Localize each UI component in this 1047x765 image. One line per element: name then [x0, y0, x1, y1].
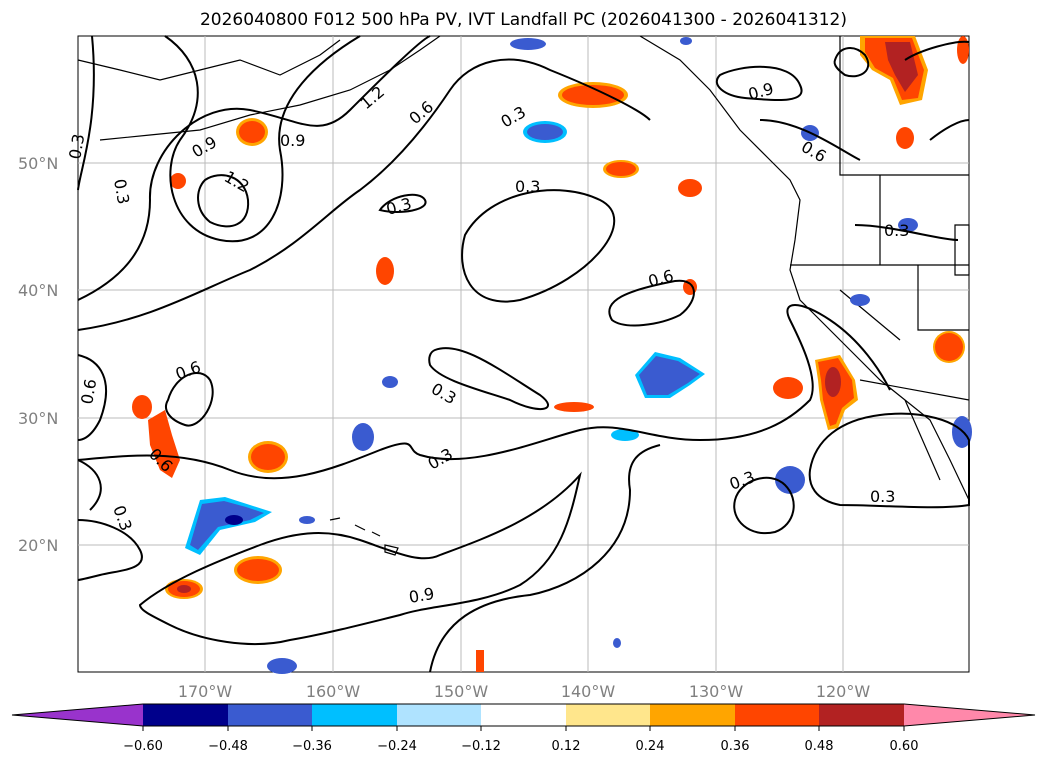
colorbar-segment [650, 704, 735, 726]
lon-tick-label: 120°W [816, 682, 871, 701]
colorbar-tick-label: −0.60 [123, 739, 163, 754]
colorbar-tick-label: 0.24 [636, 739, 665, 754]
colorbar-tick-label: 0.12 [552, 739, 581, 754]
contour-label: 0.9 [407, 584, 435, 607]
negative-anomaly [185, 37, 972, 674]
ivt-contours [77, 35, 970, 673]
colorbar-segment [228, 704, 312, 726]
contour-label: 0.3 [65, 132, 88, 160]
lon-tick-label: 150°W [434, 682, 489, 701]
colorbar-segment [735, 704, 819, 726]
colorbar-tick-label: −0.12 [461, 739, 501, 754]
lon-tick-label: 140°W [561, 682, 616, 701]
longitude-axis: 170°W 160°W 150°W 140°W 130°W 120°W [178, 682, 871, 701]
colorbar-min-extension [12, 704, 143, 726]
colorbar-segment [143, 704, 228, 726]
contour-label: 0.3 [515, 177, 540, 196]
colorbar-tick-label: 0.36 [721, 739, 750, 754]
contour-label: 0.3 [870, 487, 895, 506]
positive-anomaly [132, 36, 969, 672]
colorbar-segment [566, 704, 650, 726]
colorbar-tick-label: −0.24 [377, 739, 417, 754]
lat-tick-label: 40°N [18, 281, 58, 300]
contour-label: 0.9 [280, 131, 305, 150]
lat-tick-label: 50°N [18, 154, 58, 173]
map-panel[interactable]: 0.3 0.3 0.9 1.2 0.9 1.2 0.6 0.3 0.9 0.6 … [65, 35, 972, 674]
graticule [78, 36, 969, 672]
latitude-axis: 50°N 40°N 30°N 20°N [18, 154, 58, 555]
lon-tick-label: 130°W [689, 682, 744, 701]
colorbar-segment [819, 704, 904, 726]
pv-shading [132, 36, 972, 674]
map-title: 2026040800 F012 500 hPa PV, IVT Landfall… [199, 10, 847, 30]
colorbar-tick-label: 0.60 [890, 739, 919, 754]
colorbar-tick-label: −0.36 [292, 739, 332, 754]
lon-tick-label: 160°W [306, 682, 361, 701]
lat-tick-label: 20°N [18, 536, 58, 555]
colorbar-segment [397, 704, 481, 726]
contour-label: 0.6 [77, 377, 100, 405]
contour-label: 0.3 [884, 221, 909, 240]
lat-tick-label: 30°N [18, 409, 58, 428]
colorbar: −0.60 −0.48 −0.36 −0.24 −0.12 0.12 0.24 … [11, 703, 1036, 754]
lon-tick-label: 170°W [178, 682, 233, 701]
colorbar-max-extension [904, 704, 1035, 726]
contour-label: 0.3 [110, 177, 133, 205]
colorbar-segment [481, 704, 566, 726]
colorbar-tick-label: 0.48 [805, 739, 834, 754]
colorbar-tick-label: −0.48 [208, 739, 248, 754]
colorbar-segment [312, 704, 397, 726]
